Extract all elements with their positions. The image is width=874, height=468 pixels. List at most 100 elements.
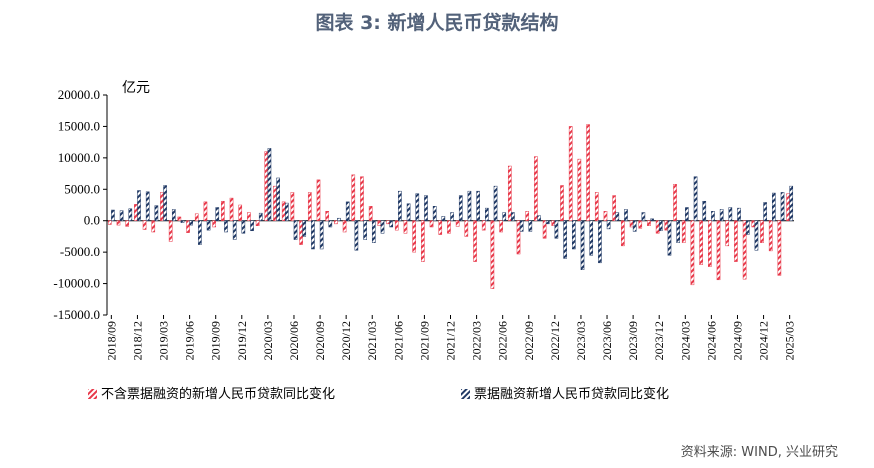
bar-series-1-2024/05 xyxy=(699,220,703,265)
bar-series-1-2021/04 xyxy=(377,220,382,226)
bar-series-1-2019/01 xyxy=(142,220,147,230)
bar-series-2-2021/07 xyxy=(406,203,411,221)
bar-series-1-2021/11 xyxy=(438,220,443,235)
bar-series-1-2021/08 xyxy=(412,220,416,253)
bar-series-2-2021/04 xyxy=(380,220,385,234)
bar-series-2-2018/11 xyxy=(128,208,133,221)
bar-series-2-2023/11 xyxy=(650,218,654,221)
bar-series-2-2023/09 xyxy=(632,220,637,232)
bar-series-2-2024/03 xyxy=(685,207,689,221)
x-tick-label: 2020/12 xyxy=(339,321,353,360)
bar-series-1-2023/02 xyxy=(568,126,573,221)
bar-series-2-2024/06 xyxy=(711,211,715,221)
bar-series-2-2021/08 xyxy=(415,193,420,221)
bar-series-1-2024/07 xyxy=(716,220,721,281)
x-tick-label: 2021/12 xyxy=(444,321,458,360)
bar-series-1-2020/12 xyxy=(342,220,347,233)
legend: 不含票据融资的新增人民币贷款同比变化 票据融资新增人民币贷款同比变化 xyxy=(88,386,669,402)
bar-series-1-2021/10 xyxy=(429,220,434,228)
bar-series-1-2020/02 xyxy=(255,220,260,226)
bar-series-2-2021/06 xyxy=(398,190,402,221)
legend-swatch-series-1 xyxy=(88,389,97,399)
bar-series-1-2018/12 xyxy=(134,204,138,221)
bar-series-2-2020/12 xyxy=(345,201,350,221)
bar-series-2-2023/07 xyxy=(615,212,620,221)
x-tick-label: 2023/06 xyxy=(600,321,614,360)
bar-series-1-2022/12 xyxy=(551,220,556,226)
x-tick-label: 2019/12 xyxy=(235,321,249,360)
legend-label-series-1: 不含票据融资的新增人民币贷款同比变化 xyxy=(101,386,335,402)
y-tick-label: 0.0 xyxy=(84,213,100,228)
bar-series-1-2023/11 xyxy=(647,220,651,226)
bar-series-1-2020/10 xyxy=(325,211,329,221)
y-tick-label: -15000.0 xyxy=(53,307,100,322)
bar-series-2-2023/03 xyxy=(580,220,585,270)
bar-series-1-2023/04 xyxy=(586,124,590,221)
bar-series-1-2023/07 xyxy=(612,195,616,221)
x-tick-label: 2022/03 xyxy=(470,321,484,360)
bar-series-2-2019/01 xyxy=(145,191,150,221)
bar-series-2-2020/05 xyxy=(285,202,289,221)
bar-series-1-2025/03 xyxy=(786,193,790,221)
bar-series-1-2021/03 xyxy=(368,206,373,221)
bar-series-1-2020/06 xyxy=(290,192,295,221)
bar-series-1-2020/08 xyxy=(307,192,312,221)
bar-series-1-2019/05 xyxy=(177,216,182,221)
bar-series-1-2023/09 xyxy=(629,220,634,228)
bar-series-2-2019/07 xyxy=(198,220,202,245)
bar-series-2-2019/10 xyxy=(224,220,228,233)
bars xyxy=(107,124,794,289)
bar-series-2-2019/04 xyxy=(171,209,176,221)
y-tick-label: 20000.0 xyxy=(58,87,100,102)
bar-series-1-2019/09 xyxy=(212,220,216,228)
x-tick-label: 2020/03 xyxy=(261,321,275,360)
bar-series-2-2022/01 xyxy=(458,195,463,221)
bar-series-1-2022/01 xyxy=(455,220,460,227)
bar-series-1-2021/12 xyxy=(447,220,451,234)
x-tick-label: 2019/06 xyxy=(183,321,197,360)
bar-series-2-2019/09 xyxy=(215,207,220,221)
bar-series-1-2023/01 xyxy=(560,185,564,221)
bar-series-1-2021/06 xyxy=(394,220,399,231)
legend-label-series-2: 票据融资新增人民币贷款同比变化 xyxy=(474,386,669,402)
bar-series-1-2022/09 xyxy=(525,211,530,221)
bar-series-2-2021/12 xyxy=(450,212,454,221)
bar-series-2-2018/10 xyxy=(119,210,124,221)
x-tick-label: 2024/09 xyxy=(730,321,744,360)
bar-series-2-2020/04 xyxy=(276,177,280,221)
bar-series-1-2024/06 xyxy=(708,220,712,267)
bar-series-2-2023/10 xyxy=(641,212,646,221)
bar-series-2-2024/04 xyxy=(693,176,698,221)
x-tick-label: 2022/06 xyxy=(496,321,510,360)
x-tick-label: 2018/09 xyxy=(104,321,118,360)
bar-series-1-2019/03 xyxy=(160,192,164,221)
bar-series-1-2024/02 xyxy=(673,184,677,221)
bar-series-2-2020/11 xyxy=(337,217,341,221)
bar-series-2-2024/08 xyxy=(728,207,733,221)
bar-series-2-2024/07 xyxy=(719,209,724,221)
bar-series-1-2024/12 xyxy=(760,220,764,243)
bar-series-1-2025/02 xyxy=(777,220,782,276)
x-tick-label: 2024/12 xyxy=(757,321,771,360)
bar-series-1-2020/05 xyxy=(281,201,286,221)
bar-series-2-2021/11 xyxy=(441,216,446,221)
bar-series-1-2022/05 xyxy=(490,220,495,289)
bar-series-2-2022/11 xyxy=(545,220,550,225)
bar-series-1-2022/03 xyxy=(473,220,477,262)
bar-series-2-2022/04 xyxy=(485,207,489,221)
bar-series-1-2020/04 xyxy=(273,185,277,221)
bar-series-1-2021/01 xyxy=(351,174,356,221)
x-tick-label: 2019/09 xyxy=(209,321,223,360)
bar-series-2-2024/02 xyxy=(676,220,680,243)
x-tick-label: 2021/03 xyxy=(365,321,379,360)
bar-series-2-2019/02 xyxy=(154,205,159,221)
bar-series-1-2022/02 xyxy=(464,220,469,237)
bar-series-2-2022/10 xyxy=(537,215,541,221)
bar-series-2-2019/05 xyxy=(180,220,185,223)
x-tick-label: 2025/03 xyxy=(783,321,797,360)
bar-series-2-2020/02 xyxy=(258,212,263,221)
bar-series-1-2023/06 xyxy=(603,211,608,221)
bar-series-2-2022/08 xyxy=(519,220,524,232)
bar-series-1-2021/07 xyxy=(403,220,408,234)
